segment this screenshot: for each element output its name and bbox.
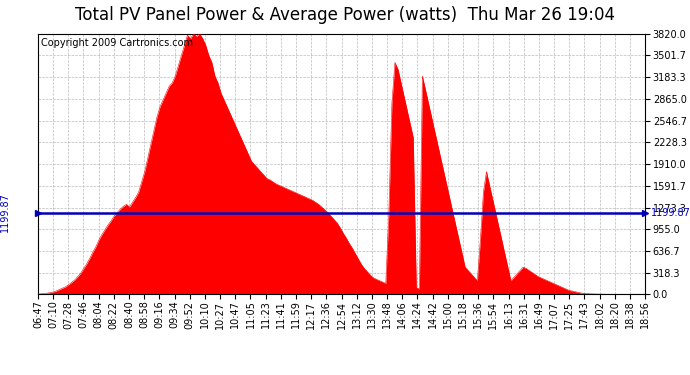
Text: Copyright 2009 Cartronics.com: Copyright 2009 Cartronics.com [41,38,193,48]
Text: Total PV Panel Power & Average Power (watts)  Thu Mar 26 19:04: Total PV Panel Power & Average Power (wa… [75,6,615,24]
Text: 1199.87: 1199.87 [0,193,10,232]
Text: 1199.87: 1199.87 [651,207,690,218]
